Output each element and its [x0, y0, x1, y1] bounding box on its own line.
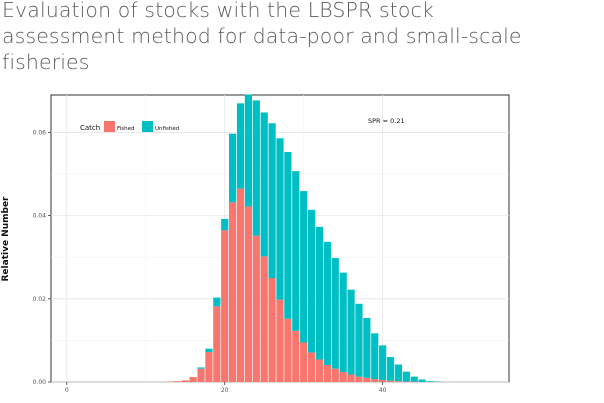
- spr-annotation: SPR = 0.21: [368, 117, 405, 125]
- tick-labels: 0 20 40 0.00 0.02 0.04 0.06: [33, 129, 387, 394]
- bar-fished: [221, 230, 229, 382]
- bar-unfished: [394, 364, 403, 382]
- bar-fished: [394, 381, 403, 382]
- bar-unfished: [418, 379, 426, 382]
- bar-fished: [213, 306, 221, 382]
- bar-fished: [307, 352, 316, 382]
- bar-unfished: [331, 258, 339, 369]
- article-heading: Evaluation of stocks with the LBSPR stoc…: [2, 0, 602, 75]
- bar-unfished: [284, 151, 292, 319]
- bar-fished: [268, 278, 276, 382]
- x-tick-label: 40: [379, 387, 387, 394]
- bar-fished: [236, 188, 245, 382]
- bar-unfished: [260, 112, 268, 257]
- bar-unfished: [205, 348, 213, 353]
- bar-unfished: [379, 345, 387, 380]
- bar-unfished: [229, 133, 237, 203]
- bar-unfished: [268, 123, 276, 279]
- y-tick-label: 0.00: [33, 379, 47, 386]
- bar-unfished: [221, 218, 229, 231]
- bar-unfished: [371, 333, 379, 380]
- bar-fished: [181, 380, 189, 382]
- heading-line-2: assessment method for data-poor and smal…: [2, 24, 522, 48]
- bar-unfished: [300, 191, 308, 343]
- y-tick-label: 0.06: [33, 129, 47, 136]
- unfished-bars: [197, 94, 442, 382]
- bar-fished: [173, 381, 181, 382]
- bar-fished: [379, 379, 387, 382]
- bar-fished: [205, 352, 213, 382]
- bar-unfished: [339, 272, 347, 373]
- bar-fished: [331, 368, 339, 382]
- bar-fished: [189, 377, 197, 382]
- bar-unfished: [363, 317, 371, 378]
- bar-fished: [244, 206, 253, 382]
- bar-unfished: [236, 103, 245, 189]
- bar-fished: [260, 256, 268, 382]
- fished-bars: [165, 188, 418, 382]
- legend-label-fished: Fished: [117, 126, 135, 132]
- bar-fished: [229, 202, 237, 382]
- bar-unfished: [323, 241, 331, 365]
- bar-unfished: [244, 94, 253, 207]
- bar-unfished: [426, 381, 434, 382]
- legend-swatch-fished: [104, 121, 115, 132]
- bar-unfished: [410, 376, 418, 382]
- x-tick-label: 0: [65, 387, 69, 394]
- y-tick-label: 0.02: [33, 296, 47, 303]
- bar-unfished: [386, 357, 395, 381]
- heading-line-3: fisheries: [2, 50, 90, 74]
- bar-fished: [284, 318, 292, 382]
- bar-fished: [315, 359, 324, 382]
- bar-unfished: [347, 289, 355, 375]
- bar-unfished: [315, 226, 324, 360]
- bar-unfished: [307, 209, 316, 353]
- bar-unfished: [276, 138, 284, 300]
- y-tick-label: 0.04: [33, 213, 47, 220]
- heading-line-1: Evaluation of stocks with the LBSPR stoc…: [2, 0, 434, 22]
- bar-fished: [371, 379, 379, 382]
- x-tick-label: 20: [221, 387, 229, 394]
- legend-title: Catch: [80, 124, 100, 132]
- bar-fished: [339, 372, 347, 382]
- legend: Catch Fished Unfished: [80, 121, 179, 132]
- bar-fished: [276, 299, 284, 382]
- legend-label-unfished: Unfished: [155, 126, 179, 132]
- bar-fished: [300, 342, 308, 382]
- bar-unfished: [292, 171, 300, 331]
- bar-fished: [292, 330, 300, 382]
- bar-unfished: [197, 367, 205, 369]
- bar-unfished: [252, 100, 260, 236]
- bar-fished: [347, 374, 355, 382]
- bar-fished: [386, 380, 395, 382]
- bar-unfished: [402, 371, 410, 382]
- bar-fished: [197, 368, 205, 382]
- bar-fished: [363, 377, 371, 382]
- legend-swatch-unfished: [142, 121, 153, 132]
- bar-fished: [252, 235, 260, 382]
- bar-unfished: [355, 303, 363, 377]
- axis-ticks: [48, 132, 384, 385]
- bar-unfished: [213, 297, 221, 307]
- bar-fished: [323, 364, 331, 382]
- bar-fished: [355, 376, 363, 382]
